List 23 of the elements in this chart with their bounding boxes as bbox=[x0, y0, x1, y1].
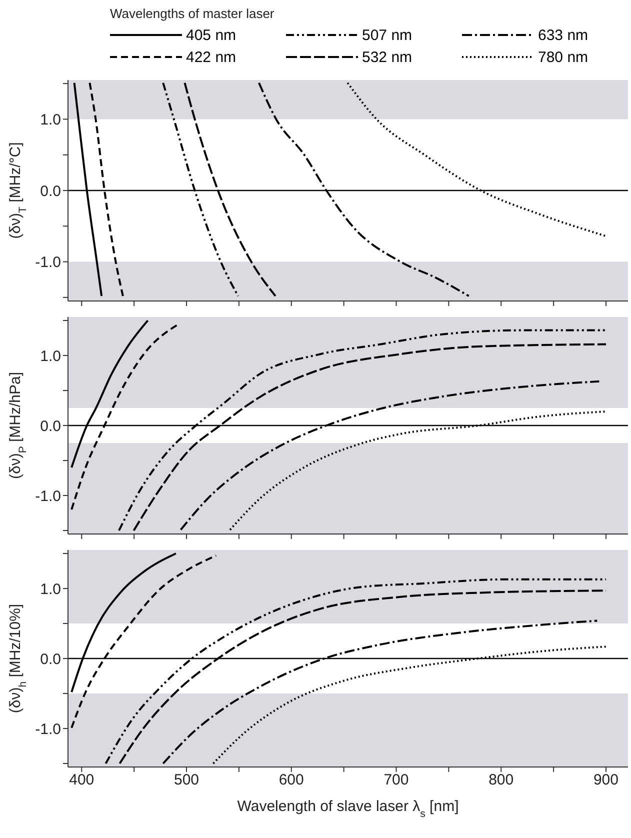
x-tick-label: 500 bbox=[174, 772, 200, 789]
legend-label: 633 nm bbox=[538, 27, 588, 44]
x-tick-label: 600 bbox=[278, 772, 304, 789]
y-tick-label: 0.0 bbox=[40, 418, 61, 435]
x-tick-label: 900 bbox=[593, 772, 618, 789]
legend-title: Wavelengths of master laser bbox=[110, 6, 274, 21]
y-tick-label: -1.0 bbox=[35, 254, 61, 272]
legend-label: 422 nm bbox=[186, 49, 236, 66]
y-tick-label: -1.0 bbox=[35, 488, 61, 505]
y-tick-label: -1.0 bbox=[35, 720, 61, 738]
x-axis-title: Wavelength of slave laser λ$_{s}$ [nm] bbox=[237, 798, 459, 820]
y-tick-label: 1.0 bbox=[40, 580, 61, 598]
y-tick-label: 1.0 bbox=[40, 348, 61, 365]
x-tick-label: 800 bbox=[488, 772, 514, 789]
y-tick-label: 1.0 bbox=[40, 112, 61, 129]
legend-label: 507 nm bbox=[362, 27, 412, 44]
legend-label: 780 nm bbox=[538, 49, 588, 66]
legend-label: 405 nm bbox=[186, 27, 236, 44]
x-tick-label: 700 bbox=[384, 772, 409, 789]
x-tick-label: 400 bbox=[69, 772, 94, 789]
y-tick-label: 0.0 bbox=[40, 182, 61, 200]
y-tick-label: 0.0 bbox=[40, 650, 61, 668]
legend-label: 532 nm bbox=[362, 49, 412, 66]
